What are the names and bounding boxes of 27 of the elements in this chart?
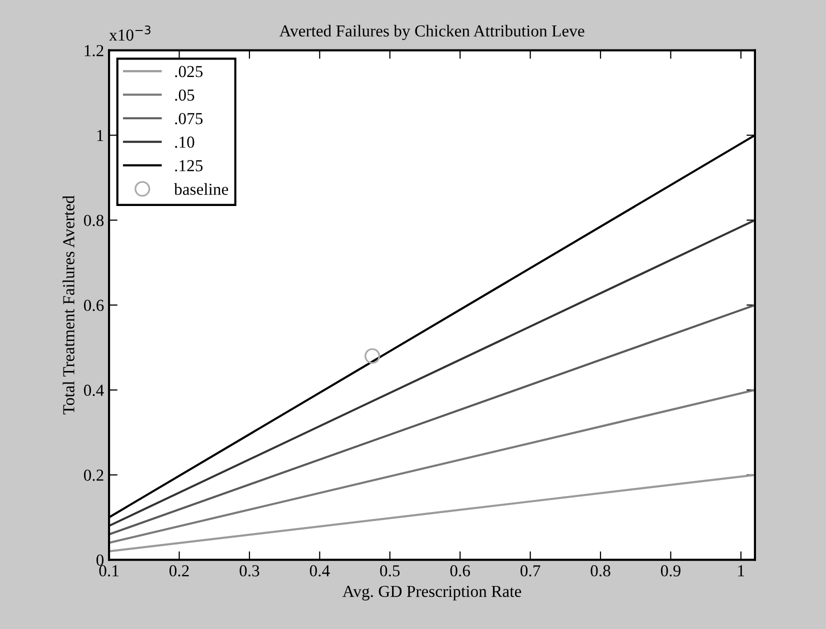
x-tick-label: 0.7 xyxy=(520,565,540,576)
x-tick-label: 0.4 xyxy=(310,565,330,576)
y-tick-label: 0.2 xyxy=(84,470,104,481)
x-tick-label: 0.1 xyxy=(99,565,118,576)
x-axis-title: Avg. GD Prescription Rate xyxy=(342,586,522,600)
chart-title: Averted Failures by Chicken Attribution Leve xyxy=(279,24,584,40)
legend-label: baseline xyxy=(174,183,228,195)
x-tick-label: 0.2 xyxy=(169,565,189,576)
x-tick-label: 0.6 xyxy=(450,565,470,576)
y-tick-label: 0 xyxy=(96,554,104,566)
y-tick-label: 0.8 xyxy=(84,214,104,226)
x-tick-label: 0.9 xyxy=(660,565,680,576)
x-tick-label: 0.8 xyxy=(590,565,610,576)
legend-label: .075 xyxy=(175,113,203,124)
y-axis-title: Total Treatment Failures Averted xyxy=(62,196,74,414)
y-tick-label: 0.4 xyxy=(84,384,104,396)
text: x10$^{−3}$ xyxy=(109,25,150,41)
legend-label: .05 xyxy=(175,89,194,101)
legend-label: .025 xyxy=(175,66,203,78)
y-tick-label: 0.6 xyxy=(84,300,104,312)
x-tick-label: 0.5 xyxy=(380,565,400,576)
y-tick-label: 1 xyxy=(97,130,104,142)
legend-label: .125 xyxy=(175,160,203,172)
legend-label: .10 xyxy=(175,136,194,148)
y-tick-label: 1.2 xyxy=(84,45,104,56)
x-tick-label: 1 xyxy=(738,565,744,576)
x-tick-label: 0.3 xyxy=(240,565,260,576)
